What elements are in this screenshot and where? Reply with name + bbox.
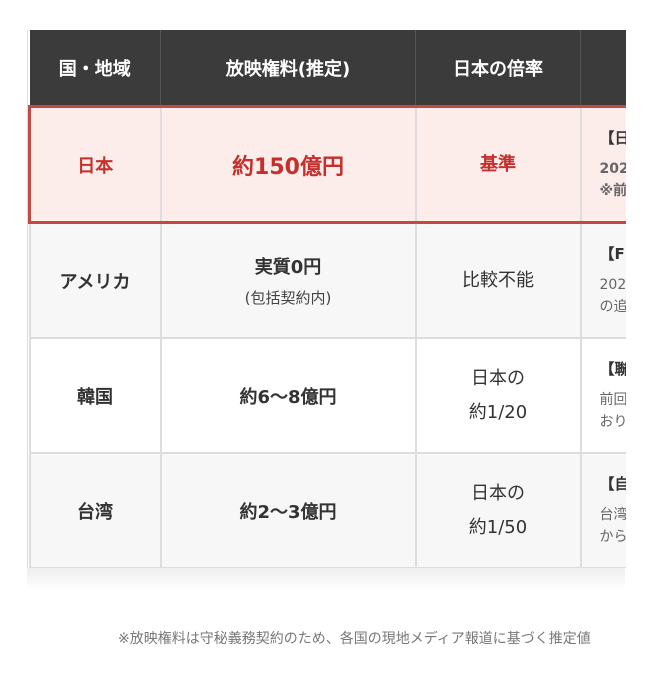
broadcast-rights-table: 国・地域 放映権料(推定) 日本の倍率 日本 約150億円 基準 【日 202 ※前… bbox=[27, 30, 626, 568]
note-title: 【日 bbox=[599, 129, 627, 147]
fee-cell: 約2〜3億円 bbox=[159, 452, 417, 568]
note-line: 202 bbox=[599, 277, 627, 293]
note-line: 台湾 bbox=[599, 507, 627, 523]
header-ratio: 日本の倍率 bbox=[415, 30, 581, 107]
note-cell: 【自台湾から bbox=[579, 452, 627, 568]
fee-subtext: (包括契約内) bbox=[244, 289, 332, 307]
ratio-line: 約1/20 bbox=[468, 401, 528, 423]
header-note bbox=[580, 30, 626, 107]
header-fee: 放映権料(推定) bbox=[160, 30, 416, 107]
fee-value: 約6〜8億円 bbox=[239, 386, 337, 408]
ratio-cell: 比較不能 bbox=[414, 221, 582, 339]
footnote: ※放映権料は守秘義務契約のため、各国の現地メディア報道に基づく推定値 bbox=[118, 631, 591, 647]
country-cell: 韓国 bbox=[28, 337, 162, 454]
fee-cell: 実質0円 (包括契約内) bbox=[159, 221, 417, 339]
ratio-cell: 基準 bbox=[414, 105, 582, 224]
country-cell: 台湾 bbox=[28, 452, 162, 568]
country-cell: 日本 bbox=[28, 105, 162, 224]
ratio-line: 日本の bbox=[471, 367, 525, 389]
ratio-line: 比較不能 bbox=[462, 269, 534, 291]
table-header: 国・地域 放映権料(推定) 日本の倍率 bbox=[29, 30, 626, 107]
note-line: おり bbox=[599, 414, 627, 430]
note-line: 前回 bbox=[599, 392, 627, 408]
ratio-line: 日本の bbox=[471, 482, 525, 504]
table-shadow bbox=[27, 568, 625, 590]
note-title: 【自 bbox=[599, 475, 627, 493]
fee-cell: 約6〜8億円 bbox=[159, 337, 417, 454]
note-title: 【F( bbox=[599, 245, 627, 263]
note-cell: 【F( 202 の追 bbox=[579, 221, 627, 339]
header-country: 国・地域 bbox=[29, 30, 161, 107]
fee-value: 約2〜3億円 bbox=[239, 501, 337, 523]
fee-cell: 約150億円 bbox=[159, 105, 417, 224]
country-cell: アメリカ bbox=[28, 221, 162, 339]
note-cell: 【聯前回おり bbox=[579, 337, 627, 454]
note-title: 【聯 bbox=[599, 360, 627, 378]
ratio-cell: 日本の約1/20 bbox=[414, 337, 582, 454]
ratio-line: 約1/50 bbox=[468, 516, 528, 538]
note-line: ※前| bbox=[599, 183, 627, 199]
ratio-cell: 日本の約1/50 bbox=[414, 452, 582, 568]
note-line: の追 bbox=[599, 299, 627, 315]
table-row: アメリカ 実質0円 (包括契約内) 比較不能 【F( 202 の追 bbox=[28, 221, 627, 339]
fee-value: 実質0円 bbox=[254, 257, 322, 278]
note-line: 202 bbox=[599, 161, 627, 177]
table-row: 日本 約150億円 基準 【日 202 ※前| bbox=[28, 105, 627, 224]
ratio-line: 基準 bbox=[480, 153, 516, 175]
note-cell: 【日 202 ※前| bbox=[579, 105, 627, 224]
fee-value: 約150億円 bbox=[232, 154, 344, 180]
note-line: から bbox=[599, 529, 627, 545]
